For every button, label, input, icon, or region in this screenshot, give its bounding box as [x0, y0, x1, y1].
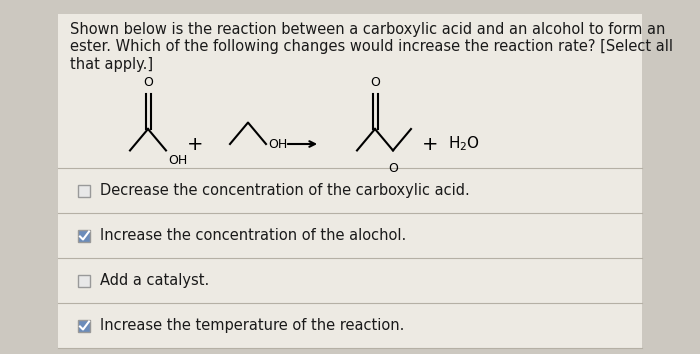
Bar: [78, 274, 90, 286]
Text: OH: OH: [268, 137, 287, 150]
Text: H$_2$O: H$_2$O: [448, 135, 480, 153]
Text: Add a catalyst.: Add a catalyst.: [100, 273, 209, 288]
Text: O: O: [388, 162, 398, 176]
Text: Increase the concentration of the alochol.: Increase the concentration of the alocho…: [100, 228, 406, 243]
Bar: [78, 184, 90, 196]
Text: Decrease the concentration of the carboxylic acid.: Decrease the concentration of the carbox…: [100, 183, 470, 198]
Text: +: +: [187, 135, 203, 154]
Text: OH: OH: [168, 154, 187, 167]
Text: Increase the temperature of the reaction.: Increase the temperature of the reaction…: [100, 318, 405, 333]
Text: Shown below is the reaction between a carboxylic acid and an alcohol to form an
: Shown below is the reaction between a ca…: [70, 22, 673, 72]
Text: O: O: [370, 76, 380, 89]
Text: O: O: [143, 76, 153, 89]
Bar: [78, 229, 90, 241]
Text: +: +: [421, 135, 438, 154]
Bar: [58, 14, 642, 349]
Bar: [78, 320, 90, 331]
